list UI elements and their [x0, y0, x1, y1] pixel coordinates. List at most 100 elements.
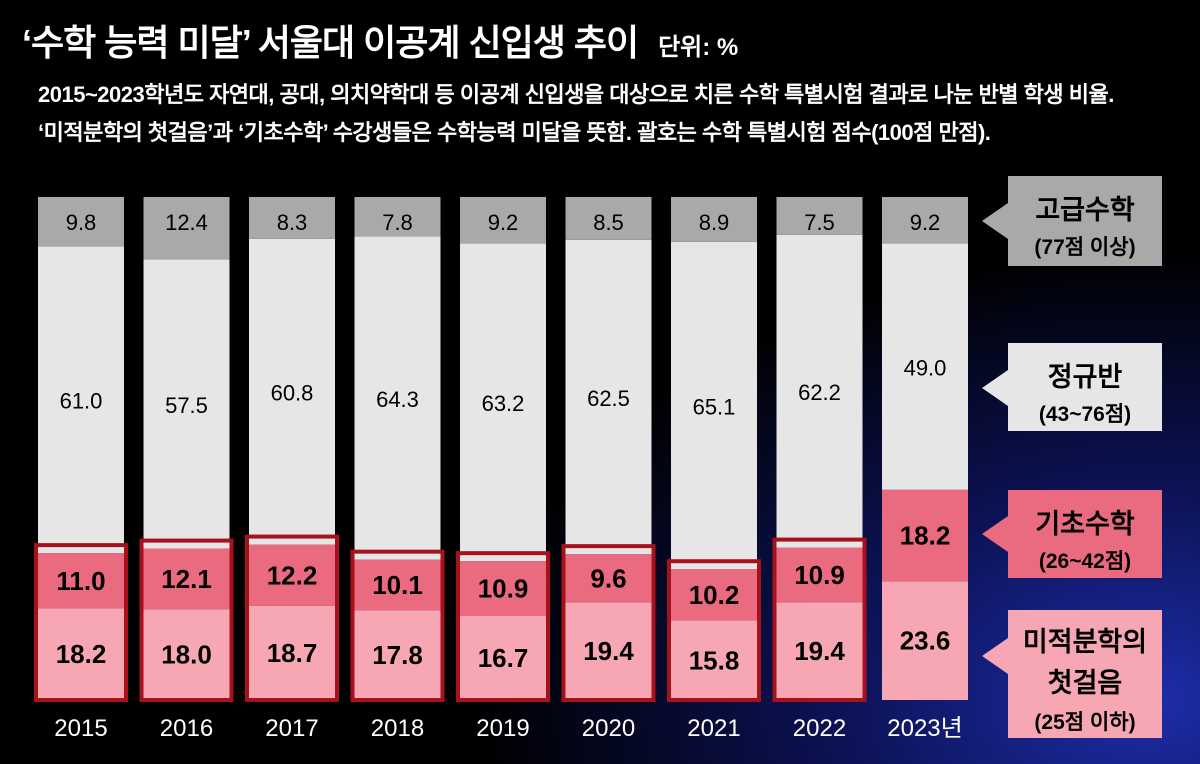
bar-segment [143, 548, 230, 610]
data-label: 19.4 [794, 636, 845, 666]
bar-segment [249, 544, 335, 606]
data-label: 9.8 [66, 210, 97, 235]
bar-segment [354, 197, 441, 237]
legend-advanced-title: 고급수학 [1035, 195, 1135, 225]
legend-basic-title: 기초수학 [1035, 509, 1135, 539]
data-label: 9.2 [910, 210, 941, 235]
data-label: 64.3 [376, 387, 419, 412]
data-label: 65.1 [693, 394, 736, 419]
data-label: 17.8 [372, 640, 423, 670]
bar-segment [143, 259, 230, 549]
bar-segment [460, 197, 546, 244]
highlight-outline [667, 559, 761, 702]
data-label: 62.5 [587, 386, 630, 411]
highlight-outline [561, 544, 656, 702]
data-label: 18.7 [267, 638, 318, 668]
x-tick-label: 2016 [160, 715, 213, 742]
highlight-outline [772, 537, 867, 702]
bar-segment [882, 581, 968, 700]
legend-basic: 기초수학 (26~42점) [1008, 490, 1162, 578]
data-label: 10.9 [794, 560, 845, 590]
data-label: 10.9 [478, 574, 529, 604]
legend-calculus: 미적분학의 첫걸음 (25점 이하) [1008, 610, 1162, 738]
legend-regular-title: 정규반 [1047, 362, 1123, 392]
bar-segment [776, 547, 863, 603]
data-label: 15.8 [689, 645, 740, 675]
bar-segment [354, 236, 441, 560]
data-label: 49.0 [904, 356, 947, 381]
legend-calculus-sub: (25점 이하) [1034, 711, 1136, 734]
data-label: 10.2 [689, 580, 740, 610]
bar-segment [38, 246, 124, 554]
x-tick-label: 2019 [476, 715, 529, 742]
legend-pointers [982, 203, 1008, 674]
bar-segment [38, 608, 124, 700]
data-label: 12.1 [161, 564, 212, 594]
data-label: 62.2 [798, 380, 841, 405]
data-label: 60.8 [271, 381, 314, 406]
data-label: 7.5 [804, 210, 835, 235]
bar-segment [671, 620, 757, 700]
unit-label: 단위: % [658, 34, 739, 61]
data-label: 61.0 [60, 389, 103, 414]
bar-segment [671, 197, 757, 242]
data-label: 8.9 [699, 210, 730, 235]
chart-title: ‘수학 능력 미달’ 서울대 이공계 신입생 추이 [22, 22, 639, 63]
data-label: 9.2 [488, 210, 519, 235]
data-label: 10.1 [372, 570, 423, 600]
bar-segment [38, 197, 124, 247]
legend-advanced-sub: (77점 이상) [1034, 236, 1136, 259]
bar-segment [460, 615, 546, 700]
bar-segment [460, 243, 546, 562]
bar-segment [671, 241, 757, 570]
data-label: 18.2 [900, 521, 951, 551]
bar-segment [565, 602, 652, 700]
data-label: 8.3 [277, 210, 308, 235]
data-label: 23.6 [900, 626, 951, 656]
legend-pointer-calculus [982, 638, 1008, 674]
bar-segment [354, 610, 441, 700]
bar-segment [882, 489, 968, 582]
bar-segment [671, 569, 757, 621]
description-line-1: 2015~2023학년도 자연대, 공대, 의치약학대 등 이공계 신입생을 대… [38, 82, 1114, 107]
x-tick-label: 2023년 [887, 715, 962, 742]
bar-segment [882, 197, 968, 244]
legend-calculus-title-1: 미적분학의 [1022, 627, 1148, 657]
data-label: 19.4 [583, 636, 634, 666]
x-tick-label: 2018 [371, 715, 424, 742]
bar-segment [354, 559, 441, 611]
bar-segment [249, 238, 335, 545]
legend-pointer-basic [982, 516, 1008, 552]
data-label: 9.6 [590, 563, 626, 593]
data-label: 57.5 [165, 393, 208, 418]
legend-advanced: 고급수학 (77점 이상) [1008, 176, 1162, 266]
highlight-outline [456, 551, 550, 702]
data-label: 18.2 [56, 639, 107, 669]
bar-segment [460, 561, 546, 616]
legend-pointer-regular [982, 370, 1008, 406]
bar-segment [776, 602, 863, 700]
x-tick-label: 2020 [582, 715, 635, 742]
bar-segment [38, 553, 124, 609]
data-label: 12.4 [165, 210, 208, 235]
bar-segment [565, 554, 652, 603]
data-label: 7.8 [382, 210, 413, 235]
data-label: 8.5 [593, 210, 624, 235]
legend-regular-sub: (43~76점) [1038, 403, 1132, 426]
title-row: ‘수학 능력 미달’ 서울대 이공계 신입생 추이 단위: % [22, 14, 738, 66]
bar-segment [249, 605, 335, 700]
bar-segment [565, 197, 652, 240]
bar-segment [143, 197, 230, 260]
data-label: 12.2 [267, 560, 318, 590]
highlight-outline [34, 543, 128, 703]
description-line-2: ‘미적분학의 첫걸음’과 ‘기초수학’ 수강생들은 수학능력 미달을 뜻함. 괄… [38, 120, 991, 145]
highlight-outline [350, 549, 445, 703]
data-label: 16.7 [478, 643, 529, 673]
bar-segment [882, 243, 968, 490]
highlight-outline [139, 538, 234, 702]
legend-pointer-advanced [982, 203, 1008, 239]
data-label: 11.0 [56, 566, 105, 596]
data-label: 18.0 [161, 640, 212, 670]
data-label: 63.2 [482, 391, 525, 416]
